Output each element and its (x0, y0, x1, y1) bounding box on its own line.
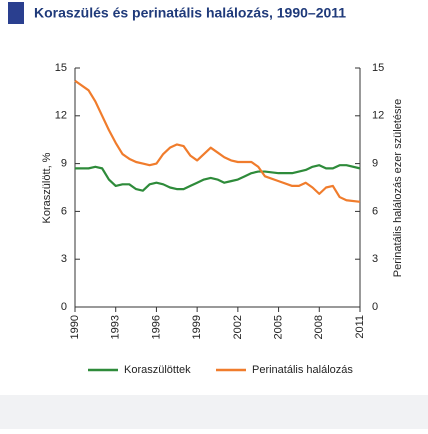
footer-band (0, 395, 428, 429)
legend-label: Koraszülöttek (124, 364, 191, 376)
y-tick-label: 9 (61, 158, 67, 170)
y2-tick-label: 15 (372, 62, 384, 74)
y-tick-label: 3 (61, 253, 67, 265)
x-tick-label: 2008 (313, 315, 325, 339)
y2-tick-label: 12 (372, 110, 384, 122)
x-tick-label: 2002 (232, 315, 244, 339)
y2-tick-label: 0 (372, 301, 378, 313)
y-tick-label: 6 (61, 205, 67, 217)
x-tick-label: 2011 (354, 315, 366, 339)
y-tick-label: 12 (55, 110, 67, 122)
series-line (74, 79, 361, 203)
y2-tick-label: 3 (372, 253, 378, 265)
chart-title: Koraszülés és perinatális halálozás, 199… (34, 5, 346, 21)
x-tick-label: 1993 (110, 315, 122, 339)
legend-label: Perinatális halálozás (252, 364, 353, 376)
x-tick-label: 2005 (272, 315, 284, 339)
y2-axis-label: Perinatális halálozás ezer születésre (392, 99, 404, 278)
y-tick-label: 15 (55, 62, 67, 74)
x-tick-label: 1990 (69, 315, 81, 339)
y2-tick-label: 6 (372, 205, 378, 217)
x-tick-label: 1996 (150, 315, 162, 339)
series-line (75, 164, 361, 192)
y-axis-label: Koraszülött, % (41, 152, 53, 223)
y2-tick-label: 9 (372, 158, 378, 170)
x-tick-label: 1999 (191, 315, 203, 339)
title-marker (8, 2, 24, 24)
y-tick-label: 0 (61, 301, 67, 313)
